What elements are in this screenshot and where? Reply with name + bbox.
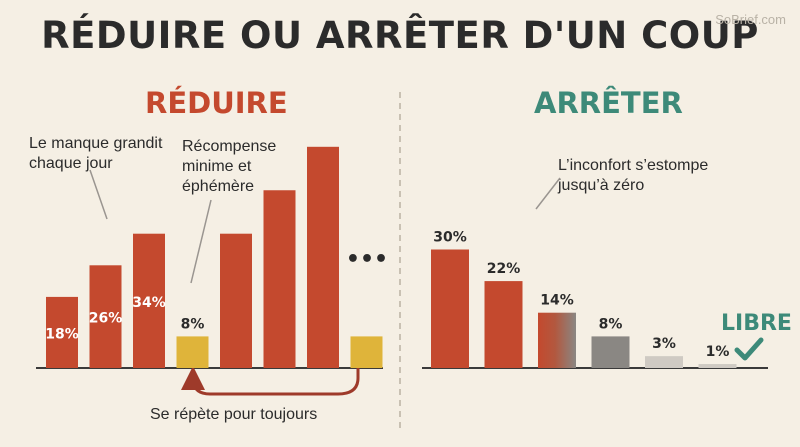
reward-annotation-line-1: Récompense	[182, 138, 277, 155]
craving-annotation-line-2: chaque jour	[29, 155, 113, 172]
quit-bar-6	[698, 364, 737, 368]
reduce-bar-2	[89, 265, 122, 368]
reduce-panel-title: RÉDUIRE	[145, 86, 288, 120]
reward-annotation-line-2: minime et	[182, 158, 252, 175]
reduce-bar-7	[307, 146, 339, 368]
craving-annotation-line-1: Le manque grandit	[29, 135, 163, 152]
quit-data-label-2: 22%	[487, 261, 521, 277]
brand-watermark: SoBrief.com	[715, 12, 786, 27]
quit-panel-title: ARRÊTER	[534, 86, 683, 120]
cycle-arrow	[181, 366, 360, 396]
fade-annotation: L’inconfort s’estompe jusqu’à zéro	[558, 156, 708, 196]
quit-data-label-3: 14%	[540, 293, 574, 309]
quit-bar-1	[431, 249, 469, 368]
free-label: LIBRE	[721, 311, 792, 336]
reduce-data-label-4: 8%	[181, 316, 205, 332]
reduce-bar-1	[46, 296, 78, 368]
page-title: RÉDUIRE OU ARRÊTER D'UN COUP	[41, 14, 759, 57]
reduce-bar-5	[220, 233, 252, 368]
quit-data-label-5: 3%	[652, 336, 676, 352]
cycle-caption: Se répète pour toujours	[150, 406, 318, 423]
reduce-bar-6	[263, 190, 296, 368]
craving-annotation: Le manque grandit chaque jour	[29, 134, 162, 174]
reduce-data-label-1: 18%	[45, 326, 79, 342]
reduce-bar-8	[350, 336, 383, 368]
fade-annotation-line-1: L’inconfort s’estompe	[558, 157, 709, 174]
quit-data-label-4: 8%	[599, 316, 623, 332]
reward-pointer-line	[190, 199, 212, 284]
reduce-bar-4	[176, 336, 209, 368]
reduce-bars: 18% 26% 34% 8% •••	[45, 146, 388, 368]
reward-annotation: Récompense minime et éphémère	[182, 137, 276, 197]
quit-bar-5	[645, 356, 683, 368]
reward-annotation-line-3: éphémère	[182, 178, 255, 195]
continuation-dots: •••	[346, 247, 388, 272]
quit-bar-4	[591, 336, 630, 368]
quit-bar-2	[484, 281, 523, 368]
quit-data-label-6: 1%	[706, 344, 730, 360]
reduce-data-label-3: 34%	[132, 295, 166, 311]
fade-pointer-line	[535, 177, 561, 210]
check-icon	[734, 337, 764, 361]
reduce-data-label-2: 26%	[89, 311, 123, 327]
quit-data-label-1: 30%	[433, 230, 467, 246]
quit-bar-3	[538, 312, 576, 368]
quit-bars: 30% 22% 14% 8% 3% 1%	[431, 230, 737, 368]
fade-annotation-line-2: jusqu’à zéro	[558, 177, 645, 194]
reduce-bar-3	[133, 233, 165, 368]
craving-pointer-line	[89, 169, 108, 220]
